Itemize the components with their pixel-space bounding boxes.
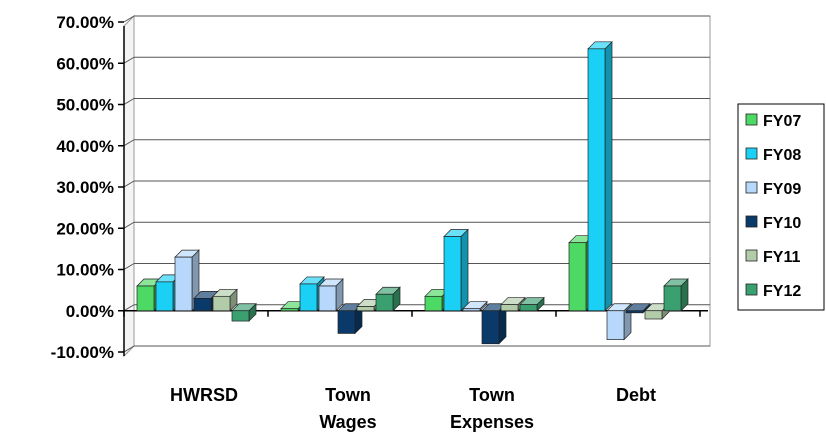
bar-fy12-3 <box>663 278 689 312</box>
grid-line <box>123 15 135 23</box>
category-label: Expenses <box>450 412 534 432</box>
bar-fy11-0 <box>212 288 238 312</box>
bar-fy12-1 <box>375 286 401 312</box>
bar-fy08-3 <box>587 40 613 312</box>
legend-swatch <box>745 147 758 160</box>
legend-swatch <box>745 215 758 228</box>
legend-label: FY11 <box>763 249 800 266</box>
category-label: Debt <box>616 385 656 405</box>
y-tick-label: -10.00% <box>51 343 114 362</box>
y-tick-label: 50.00% <box>56 96 114 115</box>
bars <box>136 40 689 345</box>
bar-fy11-3 <box>644 302 670 320</box>
legend-label: FY09 <box>763 181 801 198</box>
legend-swatch <box>745 181 758 194</box>
bar-fy12-2 <box>519 296 545 312</box>
bar-fy10-1 <box>337 302 363 335</box>
bar-fy09-2 <box>462 300 488 312</box>
grid-line <box>123 56 135 64</box>
legend-item-fy07: FY07 <box>745 113 801 130</box>
grid-line <box>123 180 135 188</box>
category-label: Town <box>325 385 371 405</box>
y-tick-label: 70.00% <box>56 13 114 32</box>
y-tick-label: 40.00% <box>56 137 114 156</box>
y-tick-label: 30.00% <box>56 178 114 197</box>
legend-item-fy10: FY10 <box>745 215 801 232</box>
y-tick-label: 10.00% <box>56 261 114 280</box>
legend-item-fy11: FY11 <box>745 249 800 266</box>
y-tick-labels: 70.00% 60.00% 50.00% 40.00% 30.00% 20.00% 10.0… <box>51 13 114 362</box>
legend-item-fy09: FY09 <box>745 181 801 198</box>
legend-swatch <box>745 113 758 126</box>
legend-label: FY12 <box>763 283 801 300</box>
grid-line <box>123 304 135 312</box>
y-tick-label: 0.00% <box>66 302 114 321</box>
legend-item-fy08: FY08 <box>745 147 801 164</box>
legend-item-fy12: FY12 <box>745 283 801 300</box>
legend-swatch <box>745 283 758 296</box>
grid-line <box>123 139 135 147</box>
bar-fy10-2 <box>481 302 507 345</box>
grid-line <box>123 263 135 270</box>
legend-swatch <box>745 249 758 262</box>
legend-label: FY10 <box>763 215 801 232</box>
legend-label: FY08 <box>763 147 801 164</box>
grid-line <box>123 98 135 105</box>
legend: FY07 FY08 FY09 FY10 FY11 FY12 <box>737 103 825 311</box>
legend-box <box>737 103 825 311</box>
grid-line <box>123 221 135 229</box>
legend-label: FY07 <box>763 113 801 130</box>
y-tick-label: 20.00% <box>56 219 114 238</box>
category-label: Town <box>469 385 515 405</box>
category-labels: HWRSD Town Wages Town Expenses Debt <box>170 385 656 432</box>
bar-fy12-0 <box>231 302 257 322</box>
bar-fy08-2 <box>443 228 469 312</box>
category-label: HWRSD <box>170 385 238 405</box>
bar-fy09-1 <box>318 278 344 312</box>
grid-line <box>123 345 135 353</box>
category-label: Wages <box>319 412 376 432</box>
y-tick-label: 60.00% <box>56 54 114 73</box>
